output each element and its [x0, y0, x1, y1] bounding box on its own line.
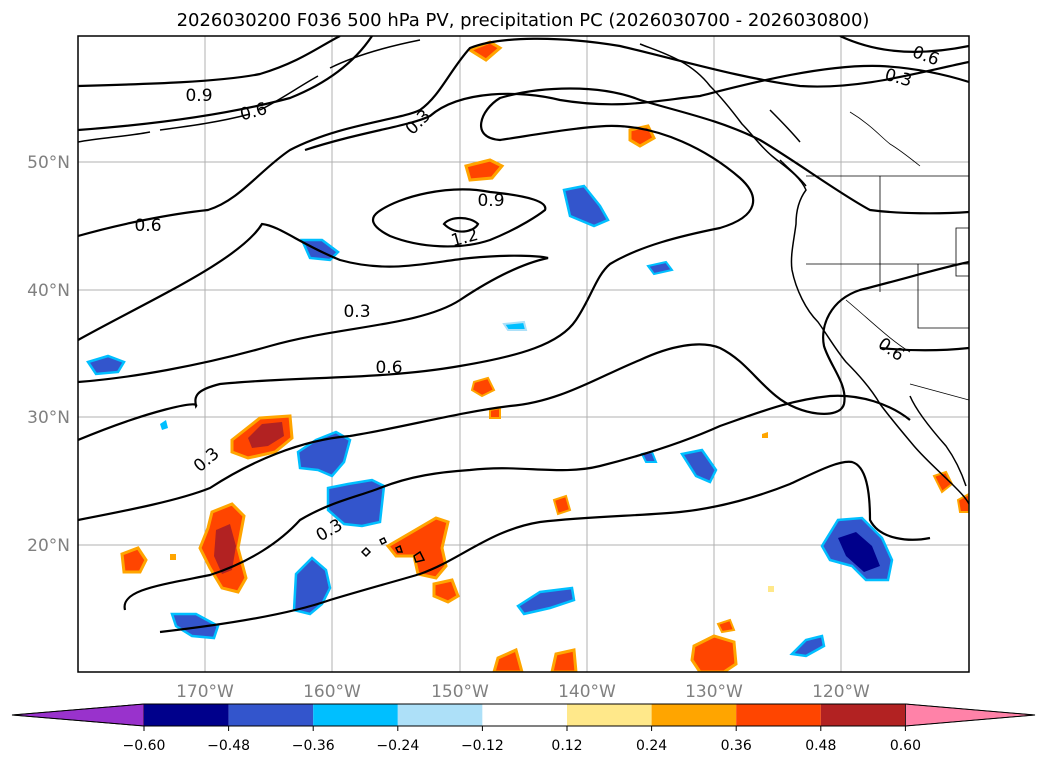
colorbar-tick-label: 0.60 [890, 738, 921, 754]
pv-contours [78, 36, 969, 634]
precip-positive-blob [432, 578, 460, 604]
contour-label: 0.9 [185, 86, 212, 106]
pv-contour [78, 87, 969, 442]
aleutian-islands [78, 39, 421, 143]
colorbar-tick-labels: −0.60 −0.48 −0.36 −0.24 −0.12 0.12 0.24 … [123, 738, 921, 754]
colorbar-bin [820, 704, 906, 726]
lat-label-20n: 20°N [27, 536, 70, 556]
us-mexico-border [909, 383, 969, 401]
precipitation-field [86, 40, 969, 672]
political-borders [806, 111, 969, 401]
pv-contour [879, 346, 969, 352]
pv-contour [442, 216, 480, 233]
precip-strong-blob [248, 422, 284, 448]
baja-california-coast [909, 395, 967, 487]
colorbar-tick-label: 0.36 [721, 738, 752, 754]
colorbar-tick-label: −0.48 [207, 738, 250, 754]
lon-label-170w: 170°W [176, 682, 234, 702]
precip-negative-blob [516, 586, 576, 616]
precip-positive-blob [464, 158, 505, 182]
pv-contour [78, 260, 969, 522]
precip-negative-blob [502, 320, 528, 331]
colorbar-under-arrow [11, 703, 145, 727]
lat-label-30n: 30°N [27, 408, 70, 428]
map-frame [77, 35, 970, 673]
colorbar-tick-label: −0.60 [123, 738, 166, 754]
north-america-coastline [639, 43, 969, 505]
state-border-box [955, 227, 969, 277]
precip-positive-blob [762, 432, 768, 438]
lon-label-160w: 160°W [303, 682, 361, 702]
contour-label: 0.6 [375, 358, 402, 378]
pv-contour [78, 222, 549, 384]
precip-positive-blob [492, 647, 524, 672]
colorbar-bin [567, 704, 652, 726]
colorbar-tick-label: 0.48 [805, 738, 836, 754]
precip-positive-blob [170, 554, 176, 560]
colorbar-bin [144, 704, 229, 726]
precip-positive-blob [470, 376, 496, 398]
precip-negative-blob [86, 354, 126, 376]
lat-label-50n: 50°N [27, 153, 70, 173]
colorbar-tick-label: −0.36 [292, 738, 335, 754]
pv-contour [159, 460, 931, 634]
precip-positive-blob [690, 634, 738, 672]
precip-positive-blob [552, 494, 572, 516]
precip-negative-blob [646, 260, 674, 276]
precip-positive-blob [120, 546, 148, 574]
precip-strong-negative-blob [838, 532, 880, 572]
pv-contour [123, 394, 911, 611]
precip-positive-blob [550, 648, 578, 672]
pv-contour [78, 36, 341, 88]
precip-strong-blob [214, 524, 236, 574]
lon-label-120w: 120°W [812, 682, 870, 702]
pv-contour [839, 36, 969, 53]
colorbar-bin [736, 704, 821, 726]
lon-label-150w: 150°W [431, 682, 489, 702]
contour-label: 0.9 [477, 191, 504, 211]
canada-province-border [849, 111, 921, 167]
lon-label-140w: 140°W [558, 682, 616, 702]
pv-contour [371, 188, 547, 248]
colorbar-tick-label: 0.24 [636, 738, 667, 754]
precip-positive-blob [716, 618, 736, 634]
hawaiian-islands [360, 536, 426, 563]
map-area [78, 36, 969, 672]
colorbar-bin [228, 704, 314, 726]
contour-label: 0.3 [343, 302, 370, 322]
contour-label: 0.6 [134, 216, 161, 236]
lat-label-40n: 40°N [27, 281, 70, 301]
colorbar-over-arrow [905, 703, 1036, 727]
colorbar-ticks [143, 726, 906, 731]
colorbar-tick-label: −0.24 [376, 738, 419, 754]
vancouver-island [769, 109, 807, 187]
pv-contour [78, 36, 373, 132]
precip-negative-blob [160, 420, 168, 430]
precip-negative-blob [296, 430, 352, 478]
pv-contour [78, 37, 969, 238]
precip-negative-blob [562, 184, 610, 228]
colorbar: −0.60 −0.48 −0.36 −0.24 −0.12 0.12 0.24 … [11, 703, 1036, 754]
precip-positive-blob [768, 586, 774, 592]
state-borders [806, 176, 969, 329]
latitude-labels: 50°N 40°N 30°N 20°N [27, 153, 70, 556]
precip-negative-blob [170, 612, 220, 640]
colorbar-tick-label: −0.12 [461, 738, 504, 754]
state-border-diagonal [845, 299, 911, 353]
pv-contour [304, 64, 969, 152]
map-title: 2026030200 F036 500 hPa PV, precipitatio… [177, 10, 870, 31]
colorbar-bin [397, 704, 483, 726]
coastlines [78, 39, 969, 563]
colorbar-bin [313, 704, 398, 726]
colorbar-bin [482, 704, 567, 726]
colorbar-tick-label: 0.12 [551, 738, 582, 754]
precip-negative-blob [679, 448, 718, 484]
precip-positive-blob [385, 516, 450, 580]
colorbar-bin [651, 704, 737, 726]
lon-label-130w: 130°W [685, 682, 743, 702]
longitude-labels: 170°W 160°W 150°W 140°W 130°W 120°W [176, 682, 870, 702]
precip-negative-blob [789, 634, 826, 658]
